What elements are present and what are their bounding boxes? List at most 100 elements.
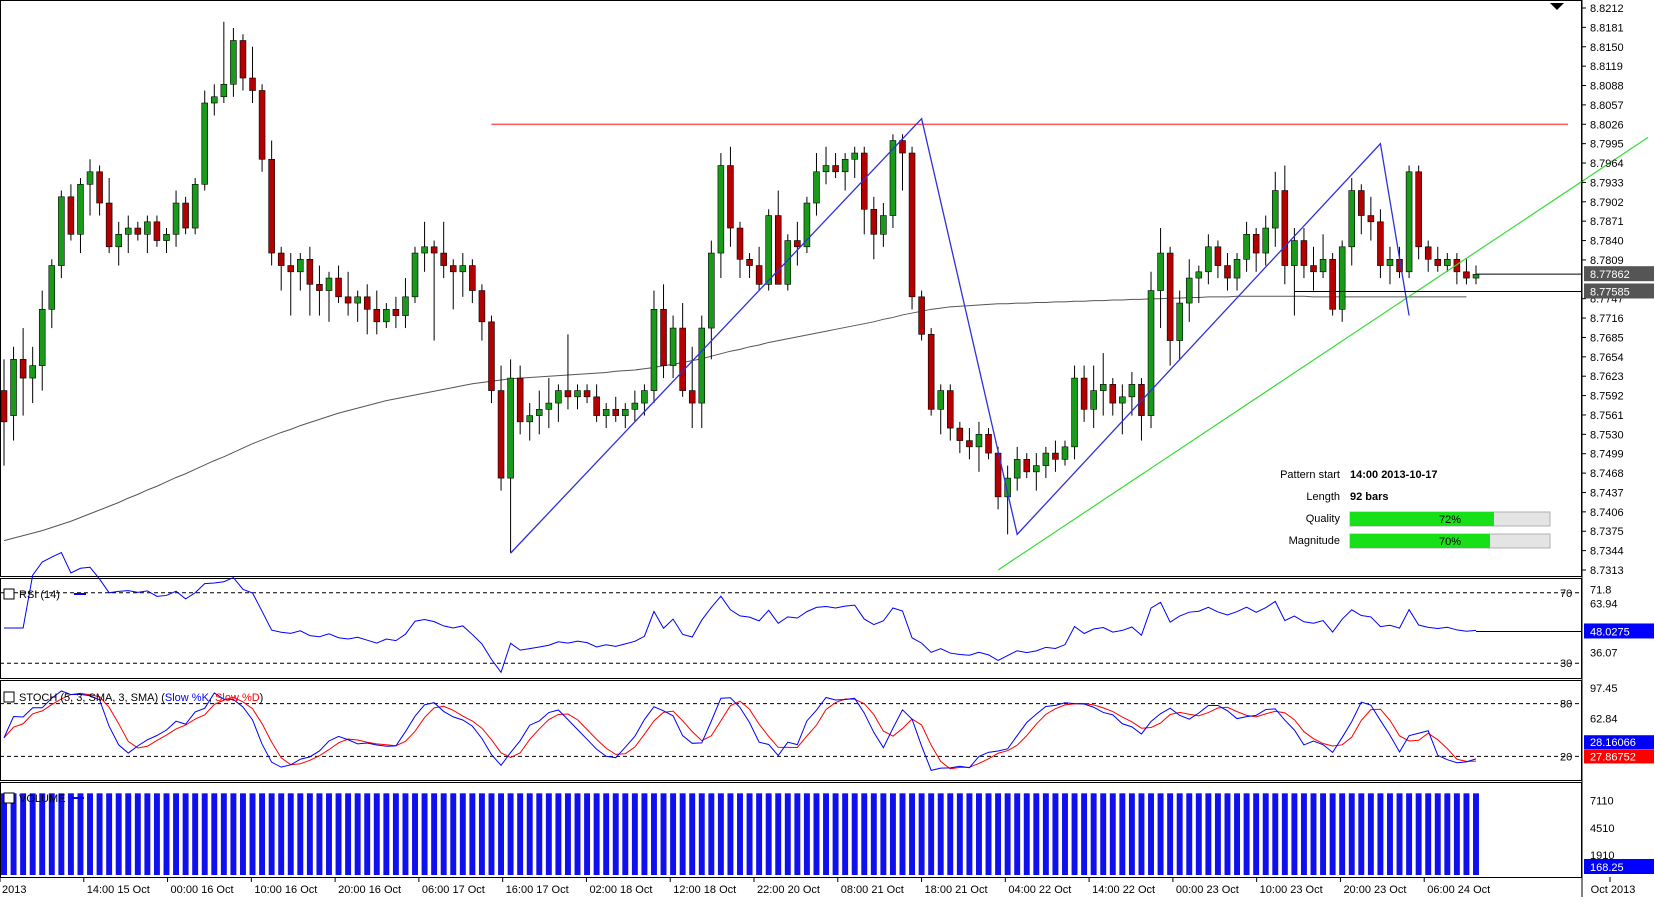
volume-bar [431,793,438,875]
candle-bear [899,140,906,154]
volume-bar [631,793,638,875]
volume-bar [1062,793,1068,875]
volume-bar [1339,793,1346,875]
volume-current-box [1584,859,1654,874]
candle-bull [813,171,820,204]
candle-bull [545,402,553,410]
candle-bull [1090,390,1097,410]
candle-bull [1061,446,1069,460]
price-tick-label: 8.7933 [1590,177,1624,189]
candle-bear [1415,171,1422,248]
candle-bear [182,202,189,229]
volume-bar [39,793,46,875]
candle-bear [1109,384,1117,404]
candle-bear [1023,459,1031,473]
price-tick-label: 8.8026 [1590,119,1624,131]
stoch-k-line [3,690,1477,771]
candle-bear [153,221,161,241]
volume-bar [1463,793,1470,875]
candle-bear [1358,190,1365,216]
volume-bar [593,793,600,875]
candle-bear [287,265,295,273]
volume-bar [421,793,428,875]
candle-bear [593,396,600,416]
volume-bar [1243,793,1250,875]
candle-bear [134,227,142,235]
volume-bar [144,793,151,875]
rsi-level-label: 70 [1560,588,1572,600]
volume-bar [87,793,93,875]
price-tick-label: 8.7871 [1590,216,1624,228]
candle-bull [144,221,151,235]
pattern-quality-label: Quality [1306,513,1341,525]
volume-bar [1186,793,1193,875]
price-tick-label: 8.7809 [1590,255,1624,267]
candle-bull [1013,459,1021,479]
chart-menu-icon[interactable] [1550,3,1564,10]
candle-bull [48,265,56,310]
volume-bar [889,793,896,875]
candle-bear [469,265,476,291]
time-tick-label: 02:00 18 Oct [589,884,652,896]
volume-bar [115,793,122,875]
candle-bear [985,434,992,454]
volume-bar [775,793,782,875]
candle-bull [86,171,94,185]
candle-bull [698,327,706,404]
volume-bar [851,793,858,875]
current-price-box [1584,266,1654,282]
volume-bar [1377,793,1384,875]
stoch-title-sep: , [209,692,215,704]
volume-bar [1387,793,1393,875]
candle-bull [803,202,811,248]
volume-bar [173,793,180,875]
volume-bar [106,793,113,875]
rsi-toggle-icon[interactable] [3,588,15,600]
candle-bull [1405,171,1413,273]
candle-bear [908,152,916,298]
price-tick-label: 8.8088 [1590,81,1624,93]
candle-bull [38,309,46,366]
candle-bull [937,390,944,410]
stoch-title-suffix: ) [260,692,264,704]
volume-bar [392,793,399,875]
candle-bull [124,227,132,235]
candle-bull [602,409,610,416]
volume-bar [794,793,801,875]
price-tick-label: 8.7840 [1590,236,1624,248]
rsi-current-label: 48.0275 [1590,626,1630,638]
time-tick-label: 12:00 18 Oct [673,884,736,896]
candle-bull [574,390,581,398]
candle-bull [1042,452,1050,466]
volume-bar [182,793,189,875]
volume-bar [1148,793,1154,875]
volume-bar [1090,793,1097,875]
volume-toggle-icon[interactable] [3,792,15,804]
volume-bar [1033,793,1040,875]
volume-bar [670,793,677,875]
candle-bear [755,265,763,285]
candle-bull [1176,302,1183,341]
volume-bar [803,793,810,875]
candle-bear [105,202,113,248]
volume-bar [1415,793,1422,875]
quality-bar-text: 72% [1439,514,1461,526]
volume-bar [947,793,954,875]
volume-bar [995,793,1002,875]
volume-bar [651,793,657,875]
stoch-d-box [1584,749,1654,764]
candle-bear [488,321,495,391]
volume-bar [316,793,323,875]
candle-bull [411,252,419,298]
volume-bar [928,793,935,875]
pattern-start-value: 14:00 2013-10-17 [1350,469,1437,481]
volume-bar [1253,793,1260,875]
time-tick-label: 00:00 16 Oct [171,884,234,896]
secondary-price-box [1584,283,1654,299]
volume-bar [784,793,791,875]
quality-bar-fill [1350,512,1494,526]
stoch-k-box [1584,735,1654,750]
stoch-toggle-icon[interactable] [3,691,15,703]
volume-title: VOLUME [19,793,65,805]
